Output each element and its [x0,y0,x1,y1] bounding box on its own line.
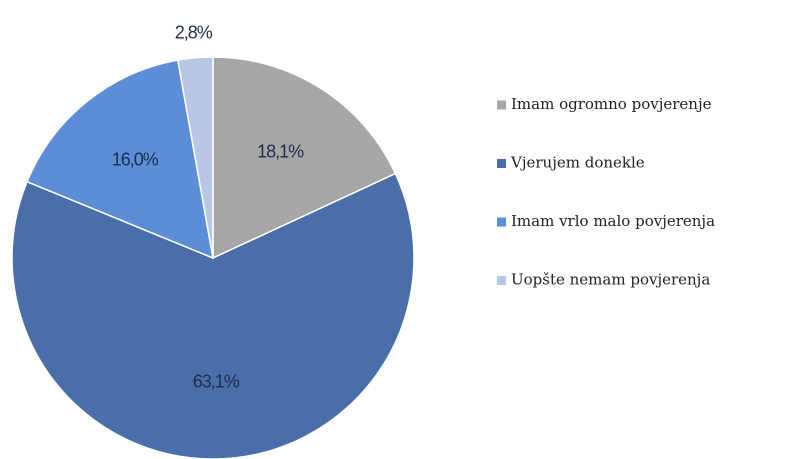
legend-swatch [497,159,506,168]
pie-slice [26,59,214,260]
legend-swatch [497,276,506,285]
pie-slice [212,56,397,260]
pie-slice [176,56,214,259]
legend-swatch [497,100,506,110]
legend-label: Imam vrlo malo povjerenja [511,212,715,230]
legend-label: Imam ogromno povjerenje [511,95,712,113]
data-label: 2,8% [175,23,213,43]
legend-swatch [497,217,506,227]
data-label: 18,1% [257,142,304,162]
legend-label: Uopšte nemam povjerenja [511,271,710,289]
data-label: 16,0% [112,150,159,170]
data-label: 63,1% [193,371,240,391]
legend-label: Vjerujem donekle [510,154,645,172]
